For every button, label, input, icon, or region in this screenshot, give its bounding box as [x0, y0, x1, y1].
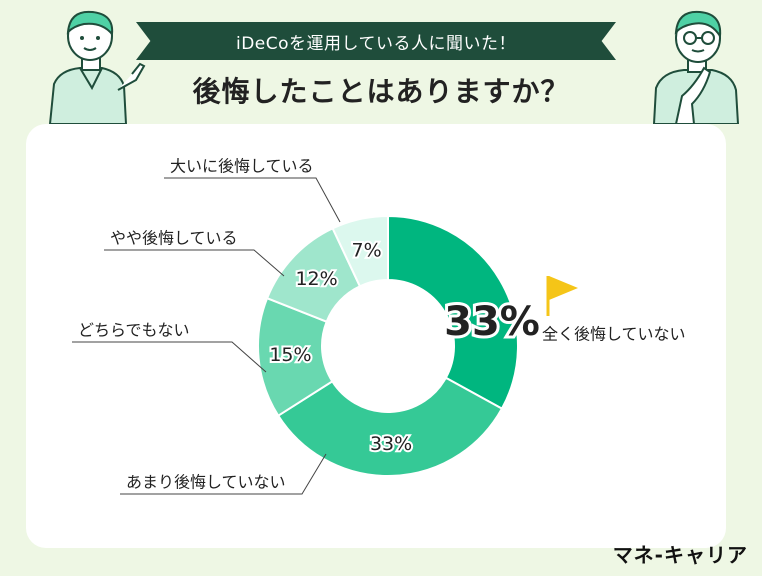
slice-value-label-0: 33% [444, 299, 540, 345]
slice-value-label-3: 12% [295, 268, 337, 290]
brand-logo: マネ-キャリア [612, 543, 748, 567]
survey-banner: iDeCoを運用している人に聞いた！ [136, 22, 616, 60]
category-label-0: 全く後悔していない [542, 325, 686, 344]
flag-icon [546, 276, 578, 316]
chart-card [26, 124, 726, 548]
category-label-3: やや後悔している [110, 229, 238, 248]
category-label-1: あまり後悔していない [126, 473, 286, 492]
leader-line-4 [164, 177, 341, 223]
pie-slice-1 [276, 376, 504, 477]
category-label-4: 大いに後悔している [170, 157, 314, 176]
leader-line-1 [120, 453, 327, 495]
page-title: 後悔したことはありますか？ [192, 75, 570, 108]
slice-value-label-2: 15% [269, 344, 311, 366]
banner-text: iDeCoを運用している人に聞いた！ [235, 33, 517, 54]
pie-slice-4 [331, 214, 389, 288]
pie-slice-0 [387, 214, 519, 410]
leader-line-3 [104, 249, 285, 277]
slice-value-label-1: 33% [370, 433, 412, 455]
leader-line-2 [72, 341, 267, 373]
category-label-2: どちらでもない [78, 321, 190, 340]
person-right-illustration [652, 10, 740, 124]
slice-value-label-4: 7% [352, 239, 382, 261]
person-left-illustration [48, 10, 146, 124]
